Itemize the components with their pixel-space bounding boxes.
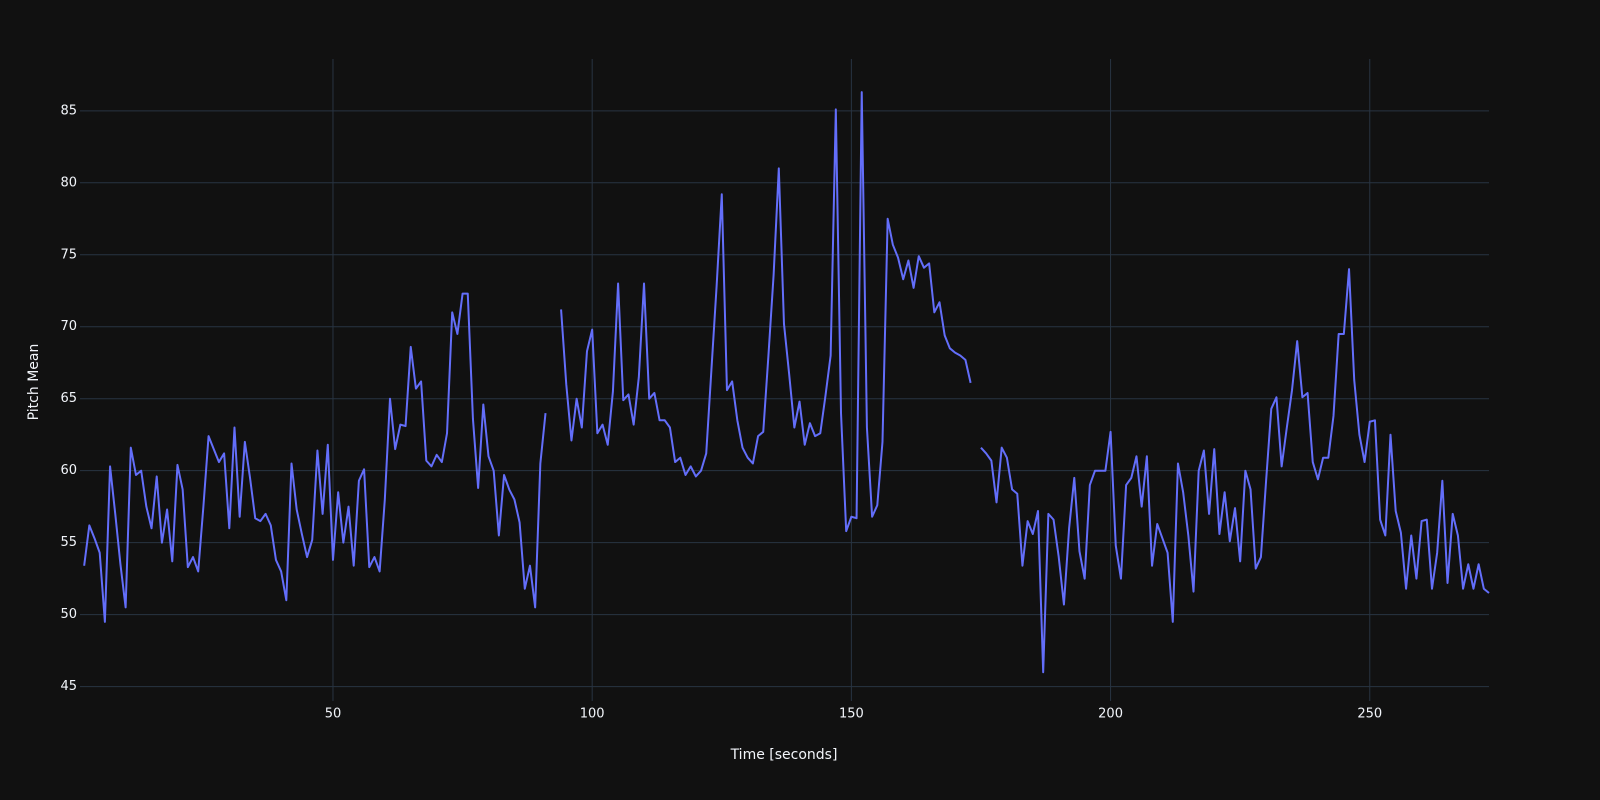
y-tick-label: 65 — [60, 391, 77, 406]
x-tick-label: 250 — [1357, 707, 1382, 722]
x-tick-label: 100 — [580, 707, 605, 722]
y-tick-label: 45 — [60, 679, 77, 694]
y-tick-label: 70 — [60, 319, 77, 334]
y-tick-label: 80 — [60, 175, 77, 190]
data-line — [83, 91, 1490, 674]
y-tick-label: 75 — [60, 247, 77, 262]
x-tick-label: 150 — [839, 707, 864, 722]
y-axis-title: Pitch Mean — [26, 344, 42, 421]
y-tick-label: 50 — [60, 607, 77, 622]
y-tick-label: 55 — [60, 535, 77, 550]
y-tick-label: 85 — [60, 103, 77, 118]
plot-area — [83, 91, 1490, 674]
x-tick-label: 200 — [1098, 707, 1123, 722]
x-tick-label: 50 — [325, 707, 342, 722]
y-tick-label: 60 — [60, 463, 77, 478]
x-axis-title: Time [seconds] — [730, 747, 838, 763]
